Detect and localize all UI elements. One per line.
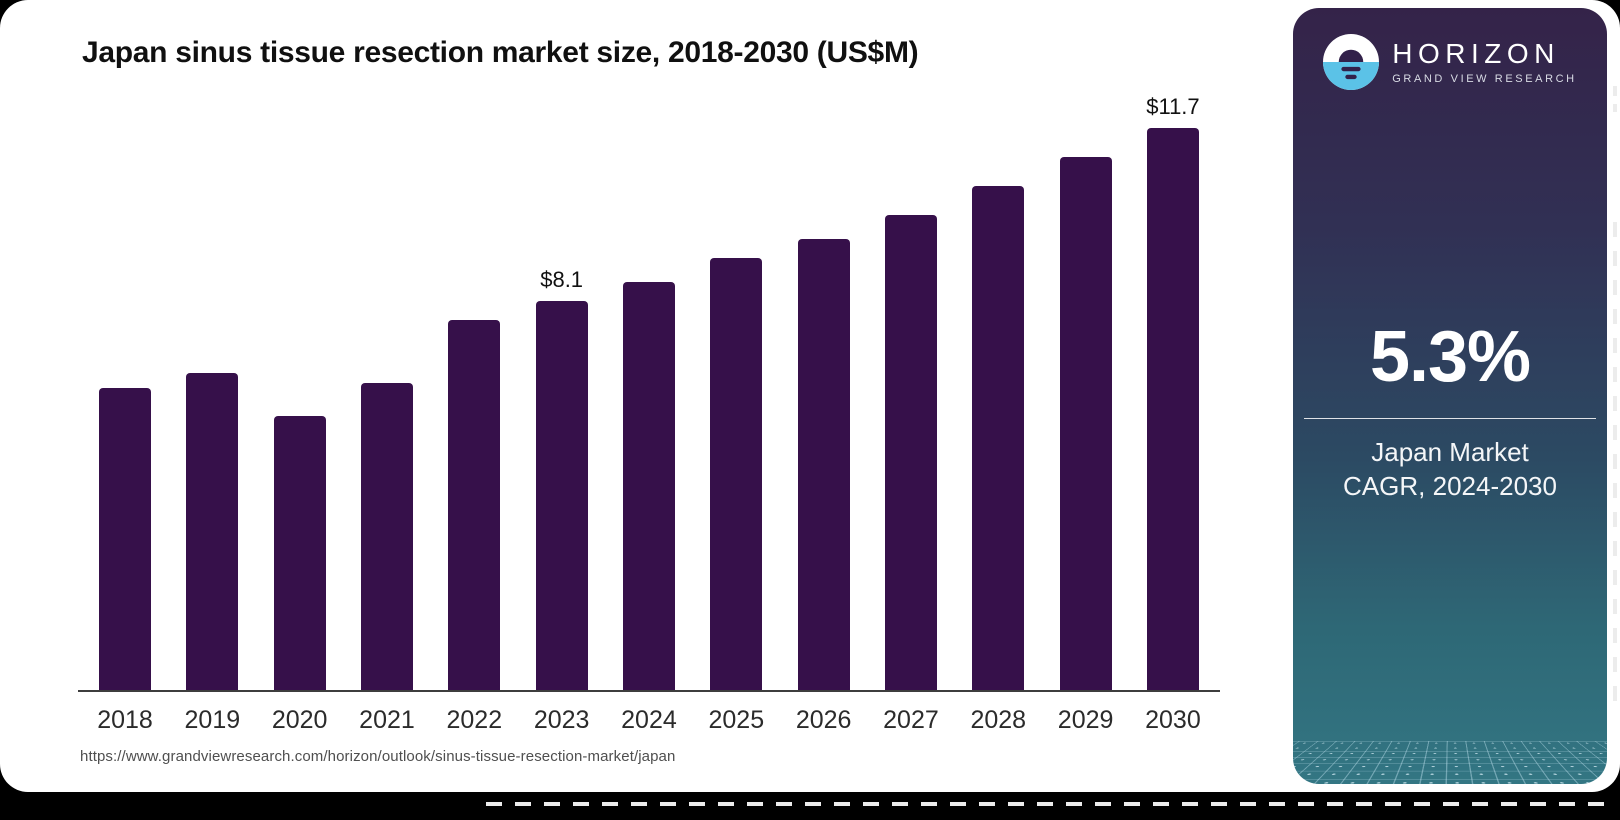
bar-2027[interactable]: 2027 [883,215,939,734]
stat-divider [1304,418,1596,419]
bar-2028[interactable]: 2028 [970,186,1026,734]
bar-2030[interactable]: $11.7 2030 [1145,94,1201,734]
x-axis-label-2030: 2030 [1145,706,1201,734]
bar-2025[interactable]: 2025 [708,258,764,734]
x-axis-label-2022: 2022 [446,706,503,734]
x-axis-label-2025: 2025 [708,706,765,734]
chart-title: Japan sinus tissue resection market size… [82,36,919,69]
x-axis-label-2029: 2029 [1057,706,1114,734]
cagr-caption-line1: Japan Market [1371,437,1529,467]
x-axis-label-2023: 2023 [533,706,590,734]
x-axis-label-2028: 2028 [970,706,1027,734]
source-url: https://www.grandviewresearch.com/horizo… [80,748,676,765]
bar-2029[interactable]: 2029 [1058,157,1113,734]
cagr-stat-block: 5.3% Japan Market CAGR, 2024-2030 [1293,316,1607,503]
bar-value-label-2023: $8.1 [540,267,584,292]
horizon-sun-over-water-icon [1323,34,1380,90]
sidebar-card: HORIZON GRAND VIEW RESEARCH 5.3% Japan M… [1293,8,1607,784]
x-axis-label-2024: 2024 [621,706,677,734]
x-axis-label-2018: 2018 [97,706,153,734]
right-edge-dashes-top [1613,86,1617,112]
horizon-logo: HORIZON GRAND VIEW RESEARCH [1293,34,1607,90]
logo-brand: HORIZON [1392,38,1560,70]
right-edge-dashes [1613,222,1617,704]
wireframe-mesh-plane [1293,741,1607,784]
bar-2024[interactable]: 2024 [621,282,677,734]
bar-2022[interactable]: 2022 [447,320,502,734]
bar-2020[interactable]: 2020 [272,416,327,734]
x-axis-label-2019: 2019 [184,706,241,734]
x-axis-label-2021: 2021 [359,706,415,734]
wireframe-mesh-decoration [1293,664,1607,784]
bottom-edge-dashes [486,802,1614,806]
logo-subtitle: GRAND VIEW RESEARCH [1392,72,1577,85]
cagr-value: 5.3% [1369,317,1531,397]
bar-chart: 2018 2019 2020 2021 2022 $8.1 2023 2024 2025 2026… [78,92,1220,734]
bar-2019[interactable]: 2019 [185,373,240,734]
bar-2026[interactable]: 2026 [796,239,851,734]
x-axis-label-2020: 2020 [271,706,328,734]
x-axis-label-2026: 2026 [795,706,852,734]
x-axis-label-2027: 2027 [883,706,939,734]
bar-2018[interactable]: 2018 [97,388,153,734]
bar-2021[interactable]: 2021 [359,383,415,734]
cagr-caption-line2: CAGR, 2024-2030 [1343,471,1557,501]
logo-text: HORIZON GRAND VIEW RESEARCH [1392,38,1577,85]
bar-value-label-2030: $11.7 [1146,94,1200,119]
bar-2023[interactable]: $8.1 2023 [534,267,590,734]
chart-card: Japan sinus tissue resection market size… [0,0,1620,792]
